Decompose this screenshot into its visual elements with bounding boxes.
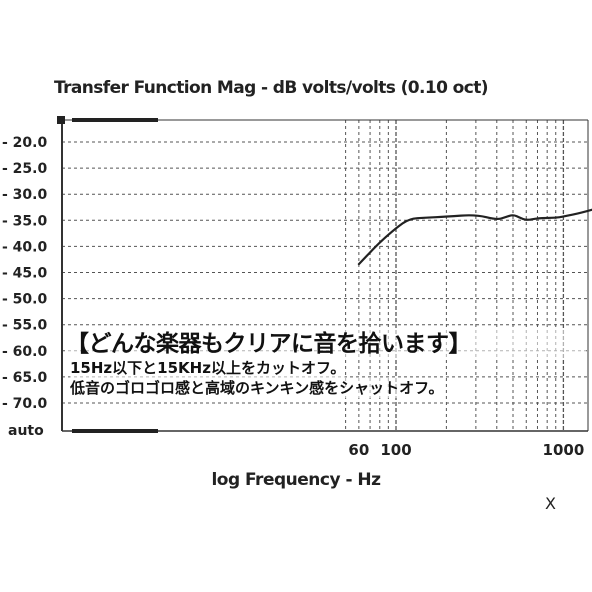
overlay-headline: 【どんな楽器もクリアに音を拾います】 xyxy=(66,330,586,358)
corner-mark: X xyxy=(545,494,556,513)
y-tick-label: - 65.0 xyxy=(2,370,47,386)
x-axis-label: log Frequency - Hz xyxy=(211,470,381,490)
overlay-line-2: 低音のゴロゴロ感と高域のキンキン感をシャットオフ。 xyxy=(70,378,444,398)
x-tick-label: 100 xyxy=(380,441,411,459)
plot-frame xyxy=(57,116,589,433)
y-tick-label: - 70.0 xyxy=(2,396,47,412)
series-line xyxy=(357,208,592,266)
x-tick-label: 1000 xyxy=(543,441,585,459)
y-tick-label: - 45.0 xyxy=(2,266,47,282)
overlay-line-1: 15Hz以下と15KHz以上をカットオフ。 xyxy=(70,358,346,378)
chart-title: Transfer Function Mag - dB volts/volts (… xyxy=(54,78,489,98)
y-tick-label: - 50.0 xyxy=(2,292,47,308)
y-tick-label: - 40.0 xyxy=(2,239,47,255)
y-tick-label: - 20.0 xyxy=(2,135,47,151)
x-tick-label: 60 xyxy=(348,441,369,459)
y-tick-label: - 25.0 xyxy=(2,161,47,177)
y-tick-label: - 55.0 xyxy=(2,318,47,334)
y-tick-label: - 60.0 xyxy=(2,344,47,360)
corner-block xyxy=(57,116,65,124)
y-auto-label: auto xyxy=(8,423,44,439)
y-tick-labels: - 20.0 - 25.0 - 30.0 - 35.0 - 40.0 - 45.0 - 50… xyxy=(2,135,47,439)
y-tick-label: - 35.0 xyxy=(2,213,47,229)
y-tick-label: - 30.0 xyxy=(2,187,47,203)
feature-overlay: 【どんな楽器もクリアに音を拾います】 15Hz以下と15KHz以上をカットオフ。… xyxy=(66,330,586,398)
x-tick-labels: 60100100010000 xyxy=(348,441,585,459)
